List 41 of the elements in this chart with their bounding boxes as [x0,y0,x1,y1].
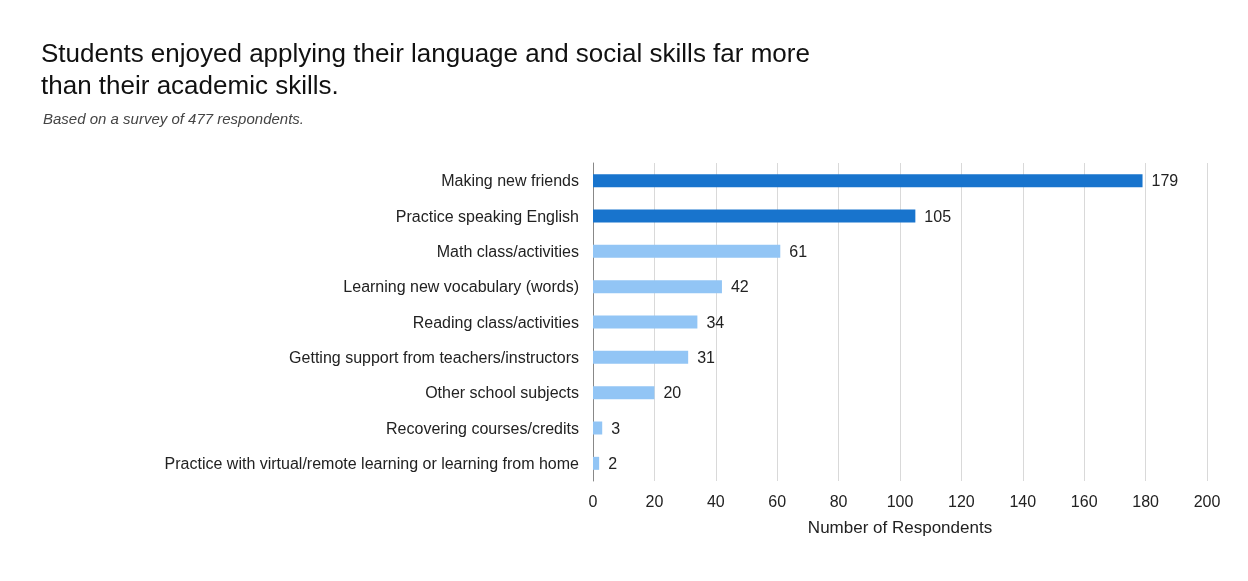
x-tick-label: 160 [1070,492,1098,510]
y-tick-label: Recovering courses/credits [386,419,579,437]
bar [593,174,1143,188]
data-label: 105 [924,207,952,225]
x-tick-label: 60 [768,492,787,510]
y-tick-label: Reading class/activities [412,313,579,331]
data-label: 2 [608,454,618,472]
data-label: 31 [697,348,716,366]
y-tick-label: Getting support from teachers/instructors [289,348,579,366]
bar [593,386,655,400]
data-label: 61 [789,242,808,260]
data-label: 34 [706,313,725,331]
text: Based on a survey of 477 respondents. [43,110,305,127]
y-tick-label: Making new friends [441,172,579,190]
y-tick-label: Math class/activities [436,242,579,260]
x-tick-label: 180 [1132,492,1160,510]
x-tick-label: 140 [1009,492,1037,510]
chart-title: Students enjoyed applying their language and social skills far more than their academic skills. [41,38,810,100]
x-tick-label: 40 [706,492,725,510]
x-axis-title: Number of Respondents [807,518,993,537]
x-tick-label: 120 [948,492,975,510]
y-tick-label: Practice with virtual/remote learning or learning from home [164,454,580,472]
y-tick-label: Learning new vocabulary (words) [343,278,579,296]
data-label: 42 [730,278,749,296]
bar [593,209,916,223]
bar [593,280,722,294]
bar [593,315,698,329]
y-tick-label: Other school subjects [425,384,579,402]
bar [593,456,600,470]
x-tick-label: 80 [829,492,848,510]
bar [593,244,781,258]
x-tick-label: 100 [886,492,914,510]
data-label: 3 [611,419,621,437]
bar [593,350,689,364]
data-label: 20 [663,384,682,402]
x-tick-label: 20 [645,492,664,510]
x-tick-label: 0 [588,492,598,510]
x-tick-label: 200 [1193,492,1221,510]
data-label: 179 [1151,172,1179,190]
bar [593,421,603,435]
y-tick-label: Practice speaking English [395,207,579,225]
